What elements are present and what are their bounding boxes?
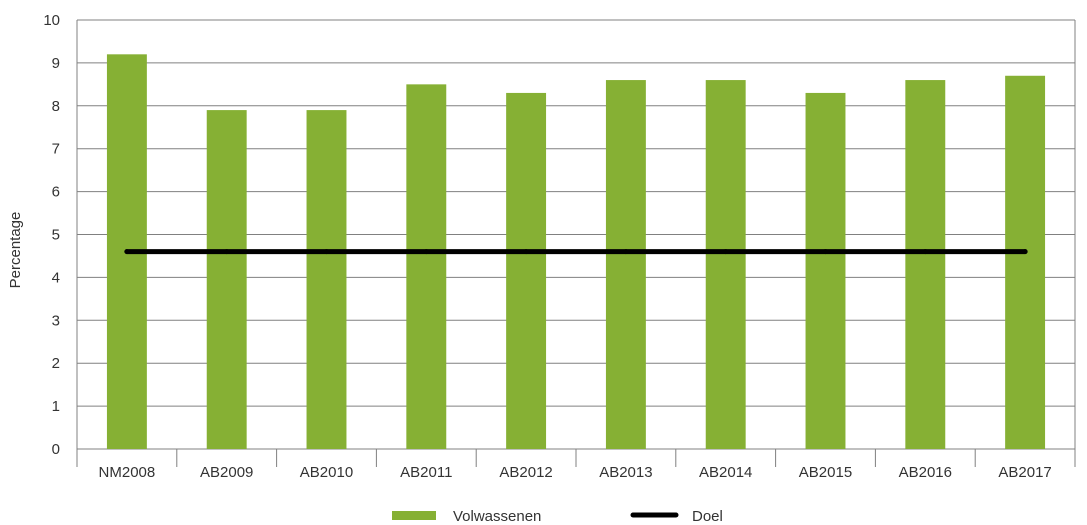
target-line bbox=[124, 249, 1028, 255]
bar-AB2016 bbox=[905, 80, 946, 449]
doel-point-AB2014 bbox=[723, 249, 729, 255]
doel-point-AB2011 bbox=[423, 249, 429, 255]
doel-point-AB2009 bbox=[224, 249, 230, 255]
doel-point-AB2016 bbox=[922, 249, 928, 255]
bar-AB2011 bbox=[406, 84, 447, 449]
bars bbox=[106, 54, 1046, 450]
y-tick-label: 2 bbox=[52, 355, 60, 372]
doel-point-AB2013 bbox=[623, 249, 629, 255]
bar-AB2010 bbox=[306, 110, 347, 449]
y-tick-label: 9 bbox=[52, 55, 60, 72]
x-tick-label: AB2012 bbox=[499, 464, 552, 481]
legend-label-volwassenen: Volwassenen bbox=[453, 508, 541, 525]
y-tick-label: 10 bbox=[43, 12, 60, 29]
x-tick-labels: NM2008 AB2009 AB2010 AB2011 AB2012 AB2013 AB20… bbox=[99, 464, 1052, 481]
bar-AB2009 bbox=[206, 110, 247, 449]
y-tick-label: 0 bbox=[52, 441, 60, 458]
x-tick-label: AB2011 bbox=[400, 464, 452, 481]
doel-point-AB2015 bbox=[823, 249, 828, 255]
y-tick-label: 3 bbox=[52, 312, 60, 329]
x-tick-label: AB2009 bbox=[200, 464, 253, 481]
bar-AB2017 bbox=[1005, 75, 1046, 450]
y-tick-label: 1 bbox=[52, 398, 60, 415]
legend-swatch-volwassenen bbox=[392, 511, 436, 520]
doel-point-AB2017 bbox=[1022, 249, 1028, 255]
y-axis-label: Percentage bbox=[7, 212, 24, 289]
bar-AB2013 bbox=[605, 80, 646, 449]
x-tick-label: AB2013 bbox=[599, 464, 652, 481]
doel-point-AB2012 bbox=[523, 249, 529, 255]
y-tick-label: 7 bbox=[52, 141, 60, 158]
x-tick-label: AB2016 bbox=[899, 464, 952, 481]
y-tick-label: 5 bbox=[52, 227, 60, 244]
x-tick-label: AB2014 bbox=[699, 464, 752, 481]
bar-AB2012 bbox=[506, 92, 547, 450]
x-tick-label: AB2017 bbox=[998, 464, 1051, 481]
y-tick-label: 8 bbox=[52, 98, 60, 115]
y-tick-labels: 0 1 2 3 4 5 6 7 8 9 10 bbox=[43, 12, 60, 458]
x-tick-label: NM2008 bbox=[99, 464, 156, 481]
bar-AB2014 bbox=[705, 80, 746, 449]
x-tick-label: AB2015 bbox=[799, 464, 852, 481]
legend: Volwassenen Doel bbox=[392, 508, 723, 525]
y-tick-label: 6 bbox=[52, 184, 60, 201]
legend-label-doel: Doel bbox=[692, 508, 723, 525]
x-tick-label: AB2010 bbox=[300, 464, 353, 481]
doel-point-AB2010 bbox=[324, 249, 329, 255]
doel-point-NM2008 bbox=[124, 249, 130, 255]
bar-AB2015 bbox=[805, 92, 846, 450]
y-tick-label: 4 bbox=[52, 269, 60, 286]
